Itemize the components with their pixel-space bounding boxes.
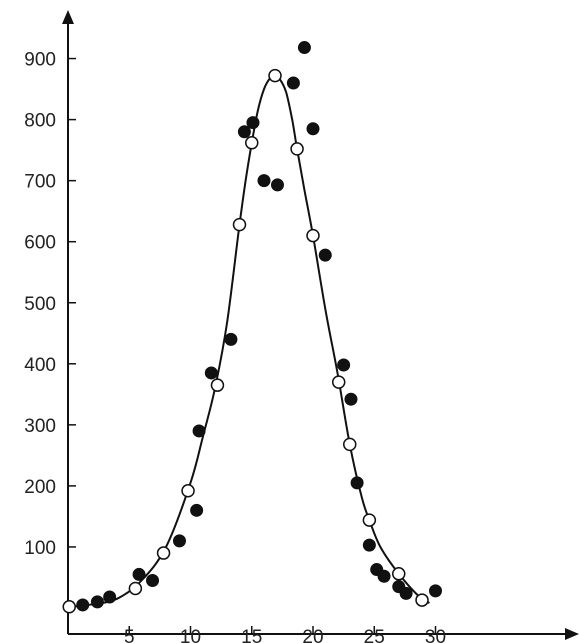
x-tick-label: 30	[425, 627, 446, 643]
y-tick-label: 900	[24, 50, 56, 71]
filled-data-point	[192, 424, 206, 438]
filled-data-point	[362, 538, 376, 552]
y-tick-label: 500	[24, 294, 56, 315]
y-tick-label: 300	[24, 416, 56, 437]
open-data-point	[62, 600, 76, 614]
filled-data-point	[132, 567, 146, 581]
open-data-point	[268, 68, 282, 83]
x-tick-label: 10	[180, 627, 201, 643]
y-tick-label: 100	[24, 538, 56, 559]
open-data-point	[343, 437, 357, 452]
filled-data-point	[377, 569, 391, 583]
open-data-point	[306, 228, 320, 243]
filled-data-point	[172, 534, 186, 548]
filled-data-point	[399, 586, 413, 600]
y-tick-label: 200	[24, 477, 56, 498]
x-ticks: 5 10 15 20 25 30	[124, 626, 446, 643]
filled-data-point	[246, 116, 260, 130]
y-tick-label: 700	[24, 172, 56, 193]
filled-data-point	[344, 392, 358, 406]
open-data-point	[415, 593, 429, 607]
filled-data-point	[286, 76, 300, 90]
filled-data-point	[337, 358, 351, 372]
open-data-point	[181, 484, 195, 498]
open-data-point	[290, 142, 304, 156]
filled-data-point	[204, 366, 218, 380]
filled-data-point	[146, 574, 160, 588]
filled-data-point	[103, 590, 117, 604]
y-tick-label: 800	[24, 111, 56, 132]
filled-data-point	[297, 41, 311, 55]
x-tick-label: 5	[124, 627, 135, 643]
y-axis-arrow-icon	[62, 10, 74, 24]
x-tick-label: 20	[302, 627, 323, 643]
filled-data-point	[306, 122, 320, 136]
x-tick-label: 25	[364, 627, 385, 643]
axes	[62, 10, 579, 640]
filled-data-point	[190, 503, 204, 517]
filled-data-point	[76, 598, 90, 612]
x-tick-label: 15	[241, 627, 262, 643]
filled-data-point	[318, 248, 332, 262]
filled-data-point	[224, 332, 238, 346]
filled-data-point	[90, 595, 104, 609]
fitted-curve	[69, 74, 430, 608]
filled-data-point	[270, 178, 284, 192]
open-data-point	[392, 567, 406, 581]
filled-data-point	[429, 584, 442, 598]
x-axis-arrow-icon	[565, 628, 579, 640]
y-ticks: 100 200 300 400 500 600 700 800 900	[24, 50, 76, 559]
y-tick-label: 400	[24, 355, 56, 376]
open-data-point	[232, 217, 247, 232]
filled-data-point	[237, 125, 251, 139]
y-tick-label: 600	[24, 233, 56, 254]
filled-data-point	[350, 476, 364, 490]
open-data-point	[362, 513, 377, 527]
open-data-point	[331, 375, 346, 389]
open-data-point	[128, 581, 143, 596]
filled-data-point	[257, 174, 271, 188]
data-points	[62, 41, 442, 614]
open-data-point	[245, 136, 259, 150]
open-data-point	[156, 546, 171, 560]
open-data-point	[210, 378, 225, 392]
